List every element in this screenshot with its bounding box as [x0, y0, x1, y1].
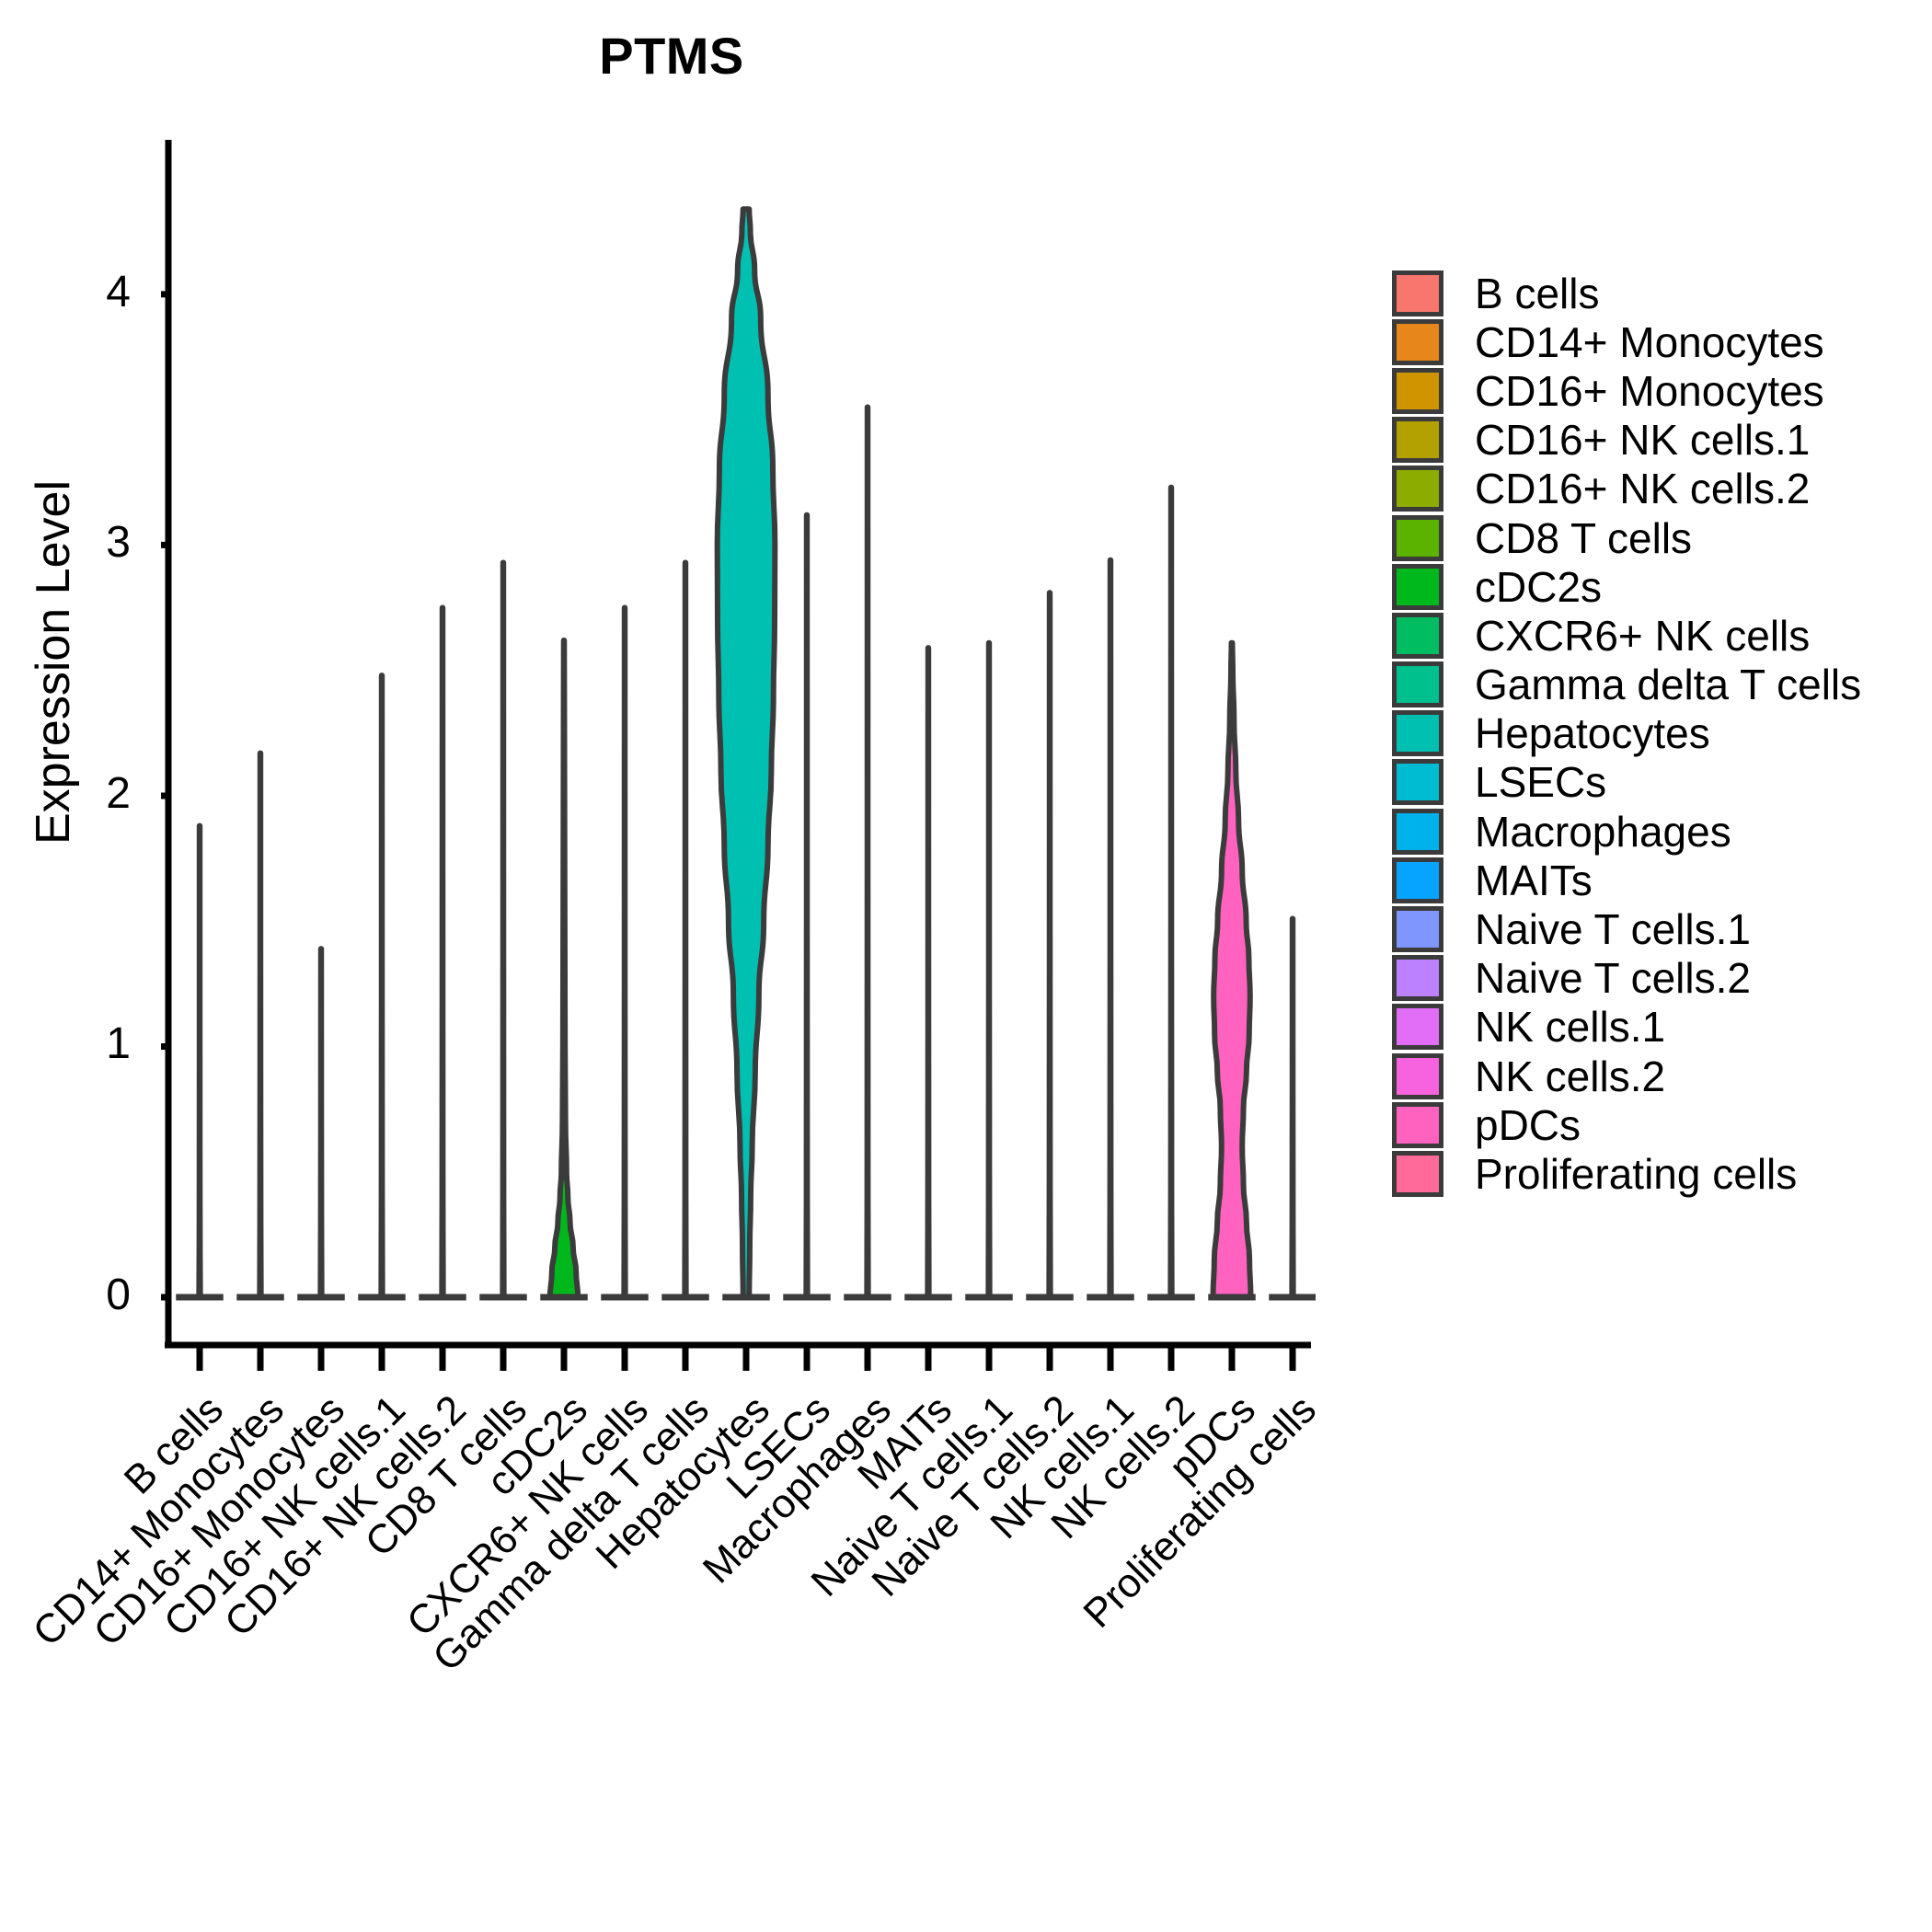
- legend-swatch-icon: [1392, 1004, 1443, 1051]
- y-tick-label: 4: [106, 267, 131, 316]
- legend-item-lsecs[interactable]: LSECs: [1392, 758, 1907, 807]
- legend-item-maits[interactable]: MAITs: [1392, 856, 1907, 904]
- legend-swatch-icon: [1392, 514, 1443, 561]
- legend-item-naive-t-cells-1[interactable]: Naive T cells.1: [1392, 904, 1907, 953]
- legend-swatch-icon: [1392, 759, 1443, 806]
- legend-label: Proliferating cells: [1475, 1149, 1798, 1198]
- legend-swatch-icon: [1392, 318, 1443, 365]
- legend-item-nk-cells-2[interactable]: NK cells.2: [1392, 1052, 1907, 1100]
- legend-item-nk-cells-1[interactable]: NK cells.1: [1392, 1003, 1907, 1052]
- legend-swatch-icon: [1392, 417, 1443, 464]
- legend-label: CD16+ Monocytes: [1475, 366, 1824, 415]
- violin-lsecs: [803, 512, 811, 1300]
- violin-cdc2s: [546, 637, 581, 1300]
- legend-item-proliferating-cells[interactable]: Proliferating cells: [1392, 1149, 1907, 1198]
- legend-swatch-icon: [1392, 808, 1443, 855]
- legend-item-pdcs[interactable]: pDCs: [1392, 1100, 1907, 1149]
- legend-label: LSECs: [1475, 758, 1607, 807]
- violin-naive-t-cells-1: [985, 639, 993, 1300]
- axis-layer: [161, 140, 1311, 1371]
- violin-plot-canvas: [161, 140, 1316, 1371]
- legend-item-hepatocytes[interactable]: Hepatocytes: [1392, 709, 1907, 758]
- plot-panel: [161, 129, 1316, 1500]
- legend-item-cd16-monocytes[interactable]: CD16+ Monocytes: [1392, 366, 1907, 415]
- y-tick-label: 2: [106, 768, 131, 818]
- violin-cd16-nk-cells-2: [439, 604, 446, 1300]
- legend-item-cd16-nk-cells-1[interactable]: CD16+ NK cells.1: [1392, 416, 1907, 465]
- legend-label: CXCR6+ NK cells: [1475, 611, 1811, 660]
- legend: B cells CD14+ Monocytes CD16+ Monocytes CD1…: [1392, 269, 1907, 1199]
- legend-item-gamma-delta-t-cells[interactable]: Gamma delta T cells: [1392, 661, 1907, 709]
- legend-swatch-icon: [1392, 906, 1443, 953]
- legend-swatch-icon: [1392, 955, 1443, 1002]
- legend-item-macrophages[interactable]: Macrophages: [1392, 807, 1907, 856]
- legend-label: Hepatocytes: [1475, 709, 1710, 758]
- legend-swatch-icon: [1392, 661, 1443, 708]
- violin-macrophages: [864, 404, 871, 1300]
- legend-label: cDC2s: [1475, 562, 1603, 611]
- y-tick-label: 0: [106, 1271, 131, 1319]
- legend-label: MAITs: [1475, 856, 1593, 904]
- violin-pdcs: [1210, 639, 1254, 1300]
- legend-swatch-icon: [1392, 612, 1443, 659]
- legend-item-cxcr6-nk-cells[interactable]: CXCR6+ NK cells: [1392, 611, 1907, 660]
- legend-swatch-icon: [1392, 270, 1443, 316]
- legend-item-cd16-nk-cells-2[interactable]: CD16+ NK cells.2: [1392, 465, 1907, 513]
- violin-proliferating-cells: [1289, 915, 1296, 1300]
- violin-cd8-t-cells: [500, 559, 507, 1300]
- legend-item-b-cells[interactable]: B cells: [1392, 269, 1907, 317]
- legend-swatch-icon: [1392, 1052, 1443, 1099]
- legend-item-cd8-t-cells[interactable]: CD8 T cells: [1392, 513, 1907, 562]
- y-axis-title: Expression Level: [27, 480, 80, 845]
- legend-label: Gamma delta T cells: [1475, 661, 1862, 709]
- violin-cd16-monocytes: [317, 946, 325, 1300]
- legend-label: Macrophages: [1475, 807, 1731, 856]
- legend-swatch-icon: [1392, 710, 1443, 757]
- legend-item-cdc2s[interactable]: cDC2s: [1392, 562, 1907, 611]
- legend-label: pDCs: [1475, 1100, 1581, 1149]
- violin-cd14-monocytes: [257, 750, 264, 1300]
- violin-maits: [925, 645, 932, 1300]
- legend-label: Naive T cells.2: [1475, 954, 1751, 1003]
- legend-swatch-icon: [1392, 367, 1443, 414]
- legend-swatch-icon: [1392, 563, 1443, 610]
- violin-nk-cells-2: [1167, 484, 1175, 1300]
- y-tick-label: 1: [106, 1019, 131, 1069]
- violin-gamma-delta-t-cells: [682, 559, 689, 1300]
- legend-label: CD16+ NK cells.1: [1475, 416, 1811, 465]
- violin-cxcr6-nk-cells: [621, 604, 628, 1300]
- legend-label: B cells: [1475, 269, 1600, 317]
- violin-b-cells: [196, 822, 203, 1300]
- violin-hepatocytes: [714, 206, 778, 1300]
- violin-cd16-nk-cells-1: [378, 673, 385, 1300]
- legend-swatch-icon: [1392, 1150, 1443, 1197]
- legend-swatch-icon: [1392, 857, 1443, 903]
- y-tick-label: 3: [106, 518, 131, 568]
- legend-swatch-icon: [1392, 466, 1443, 512]
- legend-item-cd14-monocytes[interactable]: CD14+ Monocytes: [1392, 317, 1907, 366]
- legend-item-naive-t-cells-2[interactable]: Naive T cells.2: [1392, 954, 1907, 1003]
- page-title: PTMS: [599, 27, 744, 85]
- legend-label: Naive T cells.1: [1475, 905, 1751, 954]
- legend-label: CD14+ Monocytes: [1475, 317, 1824, 366]
- legend-label: CD16+ NK cells.2: [1475, 465, 1811, 513]
- legend-label: NK cells.1: [1475, 1003, 1666, 1052]
- violin-layer: [176, 206, 1316, 1301]
- violin-naive-t-cells-2: [1046, 590, 1053, 1300]
- legend-label: CD8 T cells: [1475, 513, 1693, 562]
- legend-swatch-icon: [1392, 1101, 1443, 1148]
- legend-label: NK cells.2: [1475, 1052, 1666, 1100]
